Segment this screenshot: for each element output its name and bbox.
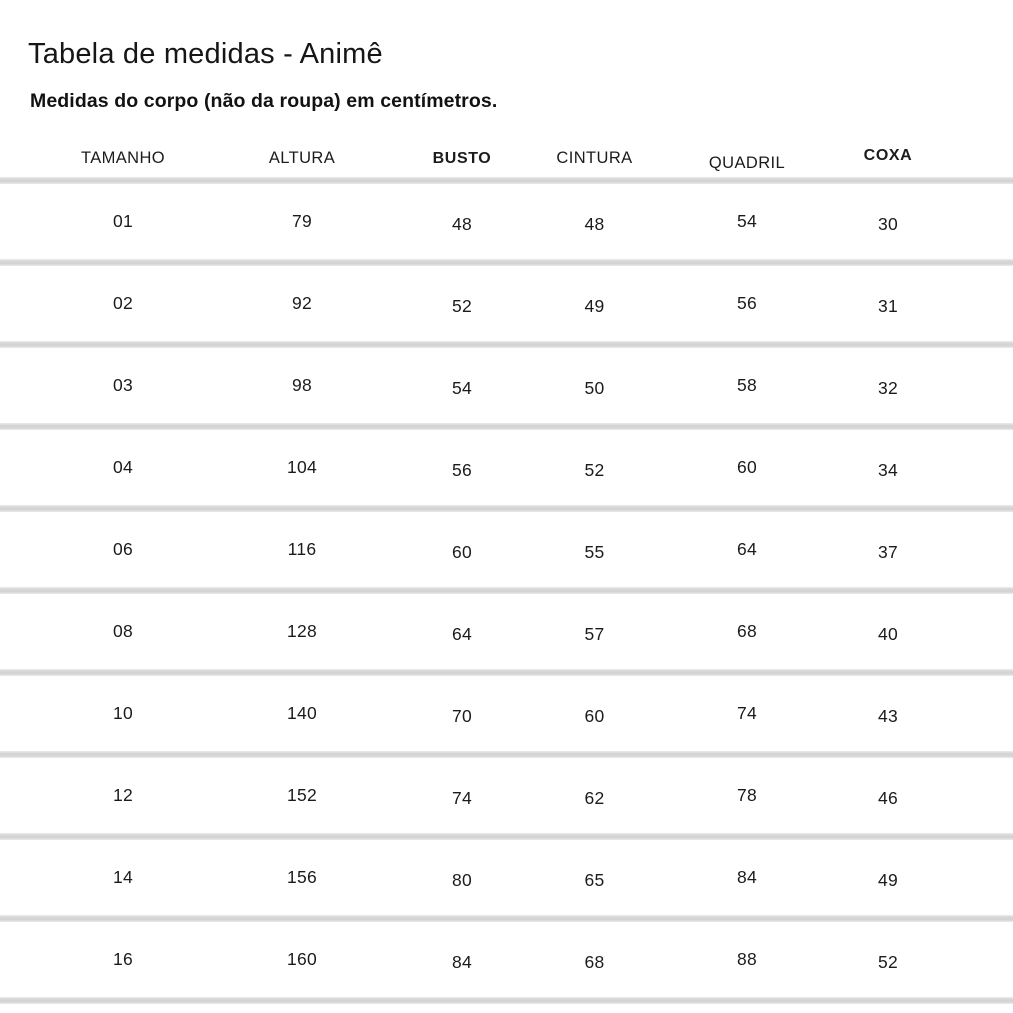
table-cell: 104 — [286, 457, 318, 477]
row-divider — [0, 669, 1013, 676]
table-row: 10 140 70 60 74 43 — [0, 676, 1013, 751]
table-cell: 152 — [286, 785, 318, 805]
table-cell: 65 — [584, 870, 605, 890]
column-header-quadril: QUADRIL — [708, 154, 786, 172]
table-row: 02 92 52 49 56 31 — [0, 266, 1013, 341]
table-cell: 12 — [112, 785, 134, 805]
table-row: 06 116 60 55 64 37 — [0, 512, 1013, 587]
table-cell: 52 — [451, 296, 473, 316]
table-cell: 49 — [877, 870, 899, 890]
table-cell: 04 — [112, 457, 134, 477]
table-cell: 92 — [291, 293, 313, 313]
table-cell: 55 — [584, 542, 605, 562]
table-cell: 06 — [112, 539, 134, 559]
table-cell: 79 — [291, 211, 313, 231]
table-cell: 16 — [112, 949, 134, 969]
table-cell: 08 — [112, 621, 134, 641]
table-row: 01 79 48 48 54 30 — [0, 184, 1013, 259]
table-cell: 160 — [286, 949, 318, 969]
table-cell: 46 — [877, 788, 899, 808]
row-divider — [0, 259, 1013, 266]
table-cell: 49 — [584, 296, 605, 316]
row-divider — [0, 587, 1013, 594]
table-cell: 62 — [584, 788, 605, 808]
column-header-tamanho: TAMANHO — [80, 149, 166, 167]
column-header-coxa: COXA — [863, 146, 913, 164]
table-cell: 54 — [451, 378, 473, 398]
table-row: 12 152 74 62 78 46 — [0, 758, 1013, 833]
table-cell: 52 — [584, 460, 605, 480]
table-row: 08 128 64 57 68 40 — [0, 594, 1013, 669]
table-cell: 116 — [287, 539, 317, 559]
table-cell: 156 — [286, 867, 318, 887]
table-cell: 32 — [877, 378, 899, 398]
table-cell: 74 — [451, 788, 473, 808]
table-cell: 60 — [584, 706, 605, 726]
row-divider — [0, 997, 1013, 1004]
table-cell: 60 — [451, 542, 473, 562]
table-cell: 140 — [286, 703, 318, 723]
table-cell: 56 — [736, 293, 758, 313]
row-divider — [0, 177, 1013, 184]
table-cell: 02 — [112, 293, 134, 313]
table-cell: 64 — [451, 624, 473, 644]
table-cell: 54 — [736, 211, 758, 231]
table-row: 14 156 80 65 84 49 — [0, 840, 1013, 915]
table-row: 04 104 56 52 60 34 — [0, 430, 1013, 505]
table-cell: 10 — [112, 703, 134, 723]
column-header-cintura: CINTURA — [556, 149, 633, 167]
table-cell: 78 — [736, 785, 758, 805]
table-cell: 43 — [877, 706, 899, 726]
table-cell: 84 — [736, 867, 758, 887]
table-cell: 56 — [451, 460, 473, 480]
table-header-row: TAMANHO ALTURA BUSTO CINTURA QUADRIL COX… — [0, 140, 1013, 177]
row-divider — [0, 915, 1013, 922]
table-body: 01 79 48 48 54 30 02 92 52 49 56 31 03 9… — [0, 177, 1013, 1004]
table-cell: 68 — [736, 621, 758, 641]
table-row: 16 160 84 68 88 52 — [0, 922, 1013, 997]
table-cell: 50 — [584, 378, 605, 398]
table-cell: 48 — [451, 214, 473, 234]
table-cell: 31 — [877, 296, 899, 316]
page-subtitle: Medidas do corpo (não da roupa) em centí… — [30, 90, 498, 112]
table-cell: 60 — [736, 457, 758, 477]
table-cell: 74 — [736, 703, 758, 723]
page-title: Tabela de medidas - Animê — [28, 38, 383, 70]
row-divider — [0, 505, 1013, 512]
row-divider — [0, 751, 1013, 758]
column-header-altura: ALTURA — [268, 149, 336, 167]
table-cell: 03 — [112, 375, 134, 395]
table-cell: 128 — [286, 621, 318, 641]
table-cell: 40 — [877, 624, 899, 644]
table-cell: 58 — [736, 375, 758, 395]
table-cell: 01 — [112, 211, 134, 231]
row-divider — [0, 833, 1013, 840]
table-row: 03 98 54 50 58 32 — [0, 348, 1013, 423]
table-cell: 68 — [584, 952, 605, 972]
table-cell: 84 — [451, 952, 473, 972]
table-cell: 37 — [877, 542, 899, 562]
table-cell: 34 — [877, 460, 899, 480]
table-cell: 88 — [736, 949, 758, 969]
table-cell: 57 — [584, 624, 605, 644]
row-divider — [0, 423, 1013, 430]
table-cell: 64 — [736, 539, 758, 559]
table-cell: 52 — [877, 952, 899, 972]
table-cell: 30 — [877, 214, 899, 234]
table-cell: 14 — [112, 867, 134, 887]
row-divider — [0, 341, 1013, 348]
table-cell: 48 — [584, 214, 605, 234]
table-cell: 70 — [451, 706, 473, 726]
column-header-busto: BUSTO — [432, 149, 492, 167]
table-cell: 80 — [451, 870, 473, 890]
table-cell: 98 — [291, 375, 313, 395]
